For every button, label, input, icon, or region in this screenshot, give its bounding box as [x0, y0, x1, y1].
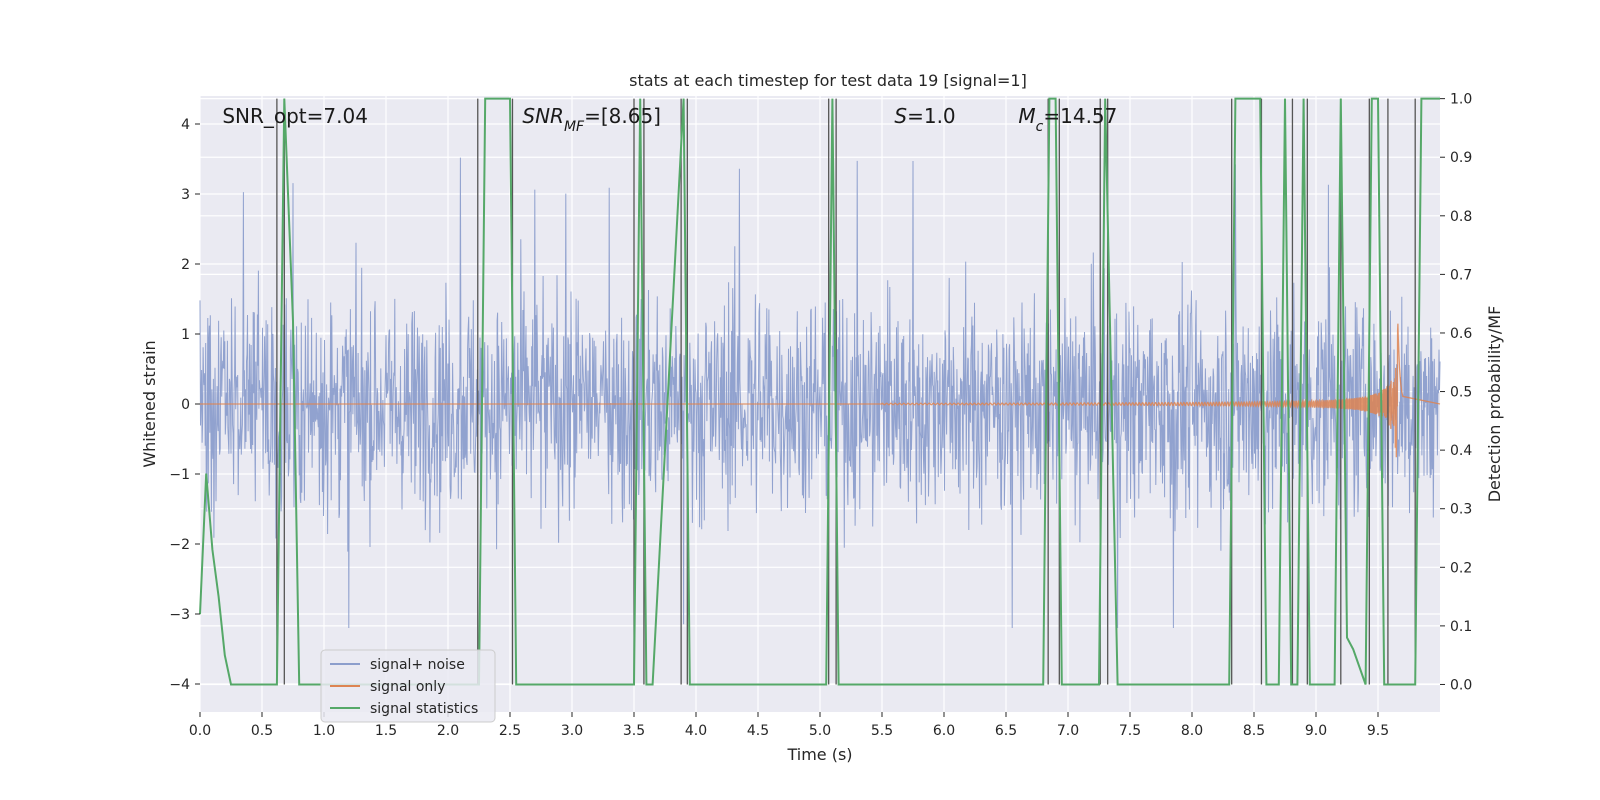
x-tick-label-13: 6.5 [995, 723, 1017, 739]
x-ticks: 0.0 0.5 1.0 1.5 2.0 2.5 3.0 3.5 4.0 4.5 5.0 5.5 6.0 6… [189, 712, 1389, 739]
x-tick-label-19: 9.5 [1367, 723, 1389, 739]
yr-tick-label-4: 0.6 [1450, 326, 1472, 342]
yr-tick-label-9: 0.1 [1450, 619, 1472, 635]
legend-label-signal: signal only [370, 679, 445, 695]
chart-title: stats at each timestep for test data 19 … [629, 71, 1027, 90]
yr-tick-label-0: 1.0 [1450, 92, 1472, 108]
x-axis-label: Time (s) [786, 745, 852, 764]
x-tick-label-0: 0.0 [189, 723, 211, 739]
legend-label-stats: signal statistics [370, 701, 478, 717]
x-tick-label-6: 3.0 [561, 723, 583, 739]
x-tick-label-10: 5.0 [809, 723, 831, 739]
y-axis-label-right: Detection probability/MF [1485, 306, 1504, 503]
x-tick-label-15: 7.5 [1119, 723, 1141, 739]
y-tick-label-1: 3 [181, 187, 190, 203]
legend: signal+ noise signal only signal statist… [320, 649, 496, 723]
yr-tick-label-3: 0.7 [1450, 267, 1472, 283]
x-tick-label-9: 4.5 [747, 723, 769, 739]
signal-trace [200, 323, 1441, 458]
x-tick-label-14: 7.0 [1057, 723, 1079, 739]
x-tick-label-4: 2.0 [437, 723, 459, 739]
yr-tick-label-5: 0.5 [1450, 385, 1472, 401]
x-tick-label-5: 2.5 [499, 723, 521, 739]
legend-label-noise: signal+ noise [370, 657, 465, 673]
y-tick-label-4: 0 [181, 397, 190, 413]
yr-tick-label-7: 0.3 [1450, 502, 1472, 518]
x-tick-label-7: 3.5 [623, 723, 645, 739]
y-tick-label-8: −4 [169, 677, 190, 693]
y-tick-label-3: 1 [181, 327, 190, 343]
y-tick-label-7: −3 [169, 607, 190, 623]
annotations: SNR_opt=7.04 SNRMF=[8.65] S=1.0 Mc=14.57 [222, 104, 1117, 135]
y-tick-label-2: 2 [181, 257, 190, 273]
annotation-1: SNRMF=[8.65] [522, 104, 661, 135]
y-tick-label-6: −2 [169, 537, 190, 553]
y-axis-label-left: Whitened strain [140, 340, 159, 467]
stats-series [199, 97, 1440, 686]
legend-box [320, 649, 496, 723]
x-tick-label-16: 8.0 [1181, 723, 1203, 739]
y-tick-label-0: 4 [181, 117, 190, 133]
x-tick-label-12: 6.0 [933, 723, 955, 739]
x-tick-label-2: 1.0 [313, 723, 335, 739]
stats-trace [199, 97, 1440, 686]
yr-tick-label-1: 0.9 [1450, 150, 1472, 166]
x-tick-label-8: 4.0 [685, 723, 707, 739]
annotation-2: S=1.0 [894, 104, 955, 128]
yr-tick-label-8: 0.2 [1450, 560, 1472, 576]
annotation-3: Mc=14.57 [1018, 104, 1117, 135]
y-ticks-left: 4 3 2 1 0 −1 −2 −3 −4 [169, 117, 200, 693]
x-tick-label-3: 1.5 [375, 723, 397, 739]
y-ticks-right: 1.0 0.9 0.8 0.7 0.6 0.5 0.4 0.3 0.2 0.1 0.0 [1440, 92, 1472, 693]
yr-tick-label-2: 0.8 [1450, 209, 1472, 225]
yr-tick-label-10: 0.0 [1450, 677, 1472, 693]
yr-tick-label-6: 0.4 [1450, 443, 1472, 459]
annotation-0: SNR_opt=7.04 [222, 104, 368, 128]
signal-series [200, 323, 1441, 458]
x-tick-label-1: 0.5 [251, 723, 273, 739]
y-tick-label-5: −1 [169, 467, 190, 483]
x-tick-label-11: 5.5 [871, 723, 893, 739]
x-tick-label-18: 9.0 [1305, 723, 1327, 739]
x-tick-label-17: 8.5 [1243, 723, 1265, 739]
